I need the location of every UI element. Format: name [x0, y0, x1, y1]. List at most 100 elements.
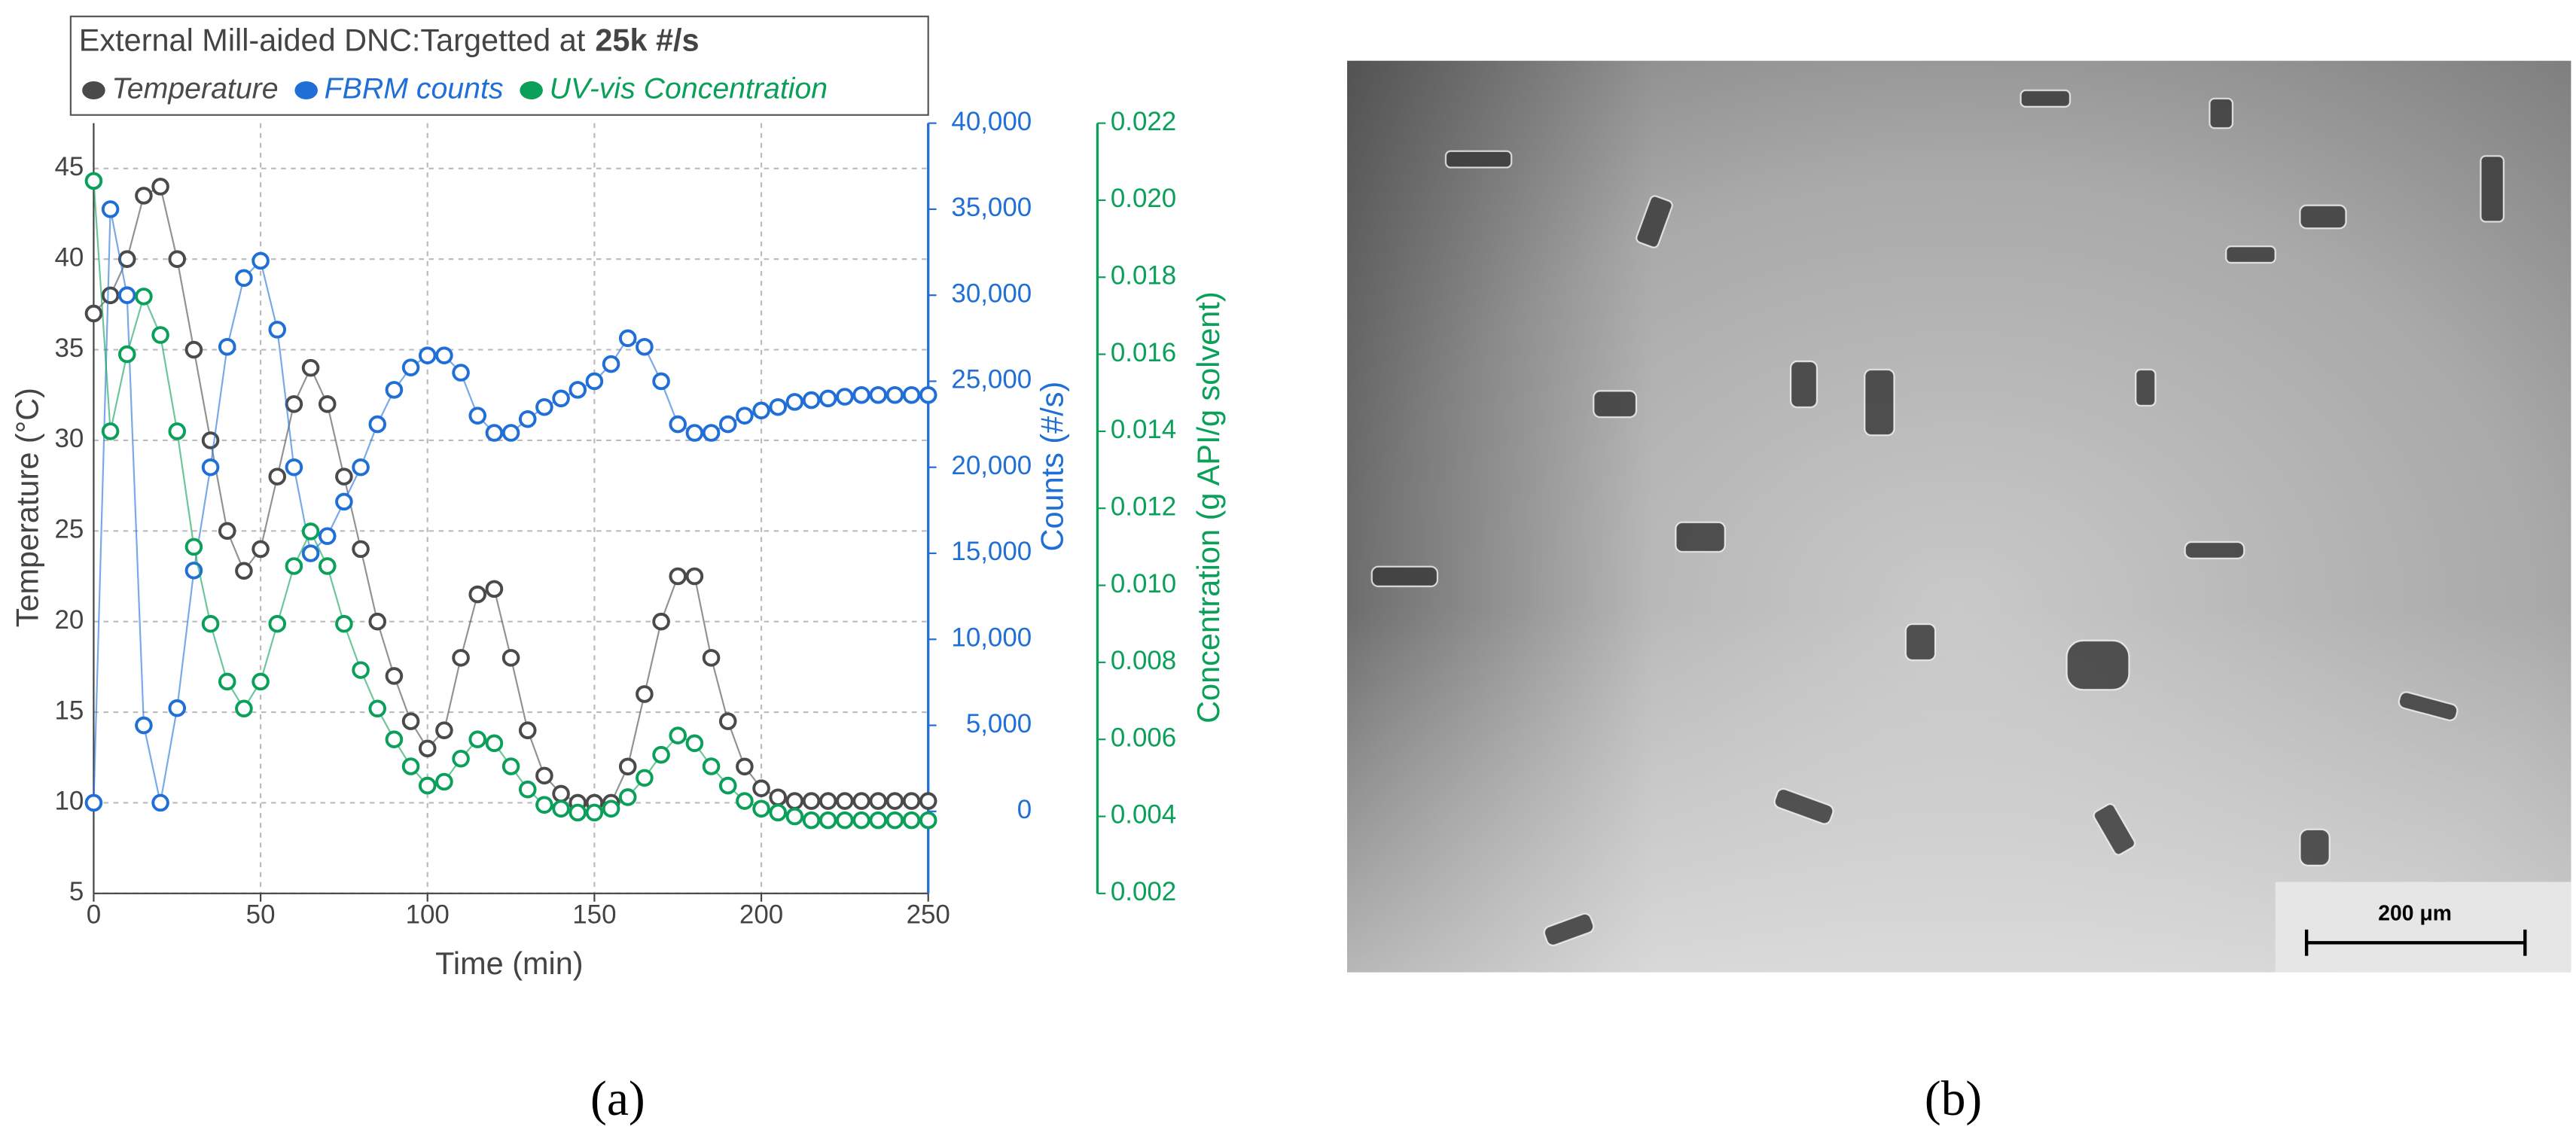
data-point: [769, 397, 787, 416]
data-point: [652, 612, 670, 631]
y3-tick-label: 0.014: [1111, 415, 1176, 444]
data-point: [518, 410, 537, 428]
data-point: [552, 784, 570, 803]
data-point: [318, 395, 337, 413]
y3-tick-label: 0.006: [1111, 723, 1176, 752]
title-text: External Mill-aided DNC:Targetted at: [79, 23, 586, 58]
data-point: [501, 649, 520, 667]
data-point: [769, 788, 787, 807]
y2-tick-label: 35,000: [951, 193, 1032, 222]
data-point: [268, 614, 287, 633]
series-line: [93, 181, 928, 821]
data-point: [919, 385, 937, 404]
y3-tick-label: 0.022: [1111, 107, 1176, 136]
y-tick-label: 30: [55, 424, 84, 453]
y-tick-label: 25: [55, 515, 84, 544]
y3-tick-label: 0.012: [1111, 492, 1176, 521]
data-point: [101, 200, 120, 218]
x-tick-label: 100: [406, 900, 450, 930]
y2-tick-label: 5,000: [966, 709, 1032, 738]
data-point: [585, 803, 604, 822]
data-point: [435, 346, 453, 364]
x-tick-label: 50: [246, 900, 276, 930]
data-point: [552, 389, 570, 408]
data-point: [352, 540, 370, 559]
y3-tick-label: 0.010: [1111, 569, 1176, 598]
data-point: [352, 661, 370, 679]
data-point: [401, 358, 420, 376]
data-point: [819, 792, 837, 810]
data-point: [84, 304, 103, 323]
data-point: [618, 757, 637, 776]
data-point: [836, 792, 854, 810]
data-point: [886, 385, 904, 404]
data-point: [685, 567, 704, 586]
data-point: [385, 381, 404, 399]
data-point: [669, 415, 687, 434]
data-point: [418, 739, 437, 758]
legend-marker: [82, 81, 105, 99]
data-point: [252, 672, 270, 691]
legend-label: UV-vis Concentration: [550, 72, 828, 105]
title-emphasis: 25k #/s: [595, 23, 699, 58]
data-point: [135, 288, 153, 306]
data-point: [151, 178, 169, 196]
data-point: [702, 424, 721, 442]
y3-tick-label: 0.008: [1111, 646, 1176, 675]
data-point: [535, 796, 553, 814]
data-point: [636, 685, 654, 703]
data-point: [368, 415, 387, 434]
y2-tick-label: 10,000: [951, 623, 1032, 652]
data-point: [235, 269, 253, 288]
data-point: [318, 557, 337, 575]
y2-tick-label: 30,000: [951, 279, 1032, 308]
data-point: [285, 395, 303, 413]
data-point: [318, 527, 337, 545]
panel-label: (a): [590, 1072, 645, 1126]
data-point: [201, 458, 220, 477]
data-point: [518, 721, 537, 739]
data-point: [117, 286, 136, 304]
y2-tick-label: 40,000: [951, 107, 1032, 136]
data-point: [836, 388, 854, 406]
legend-box: [69, 15, 929, 116]
data-point: [602, 799, 620, 818]
data-point: [452, 649, 470, 667]
x-tick-label: 0: [87, 900, 101, 930]
data-point: [235, 562, 253, 580]
x-tick-label: 200: [739, 900, 783, 930]
data-point: [718, 712, 737, 730]
y-tick-label: 45: [55, 152, 84, 181]
data-point: [401, 757, 420, 775]
data-point: [101, 286, 120, 305]
data-point: [802, 811, 821, 830]
series: [84, 200, 937, 812]
scale-bar-box: [2275, 882, 2571, 973]
data-point: [752, 401, 770, 420]
data-point: [785, 792, 804, 810]
data-point: [368, 699, 387, 718]
data-point: [268, 321, 287, 339]
data-point: [452, 749, 470, 768]
data-point: [902, 792, 921, 810]
y-tick-label: 15: [55, 696, 84, 725]
data-point: [819, 811, 837, 830]
data-point: [769, 803, 787, 822]
data-point: [552, 799, 570, 818]
data-point: [252, 540, 270, 559]
data-point: [468, 407, 487, 425]
series: [84, 172, 937, 830]
data-point: [836, 811, 854, 830]
data-point: [718, 415, 737, 434]
data-point: [485, 734, 504, 753]
data-point: [685, 734, 704, 753]
data-point: [301, 522, 320, 541]
legend-marker: [294, 81, 318, 99]
data-point: [201, 614, 220, 633]
data-point: [569, 803, 587, 822]
data-point: [535, 766, 553, 785]
data-point: [602, 355, 620, 373]
data-point: [886, 811, 904, 830]
legend-marker: [520, 81, 543, 99]
